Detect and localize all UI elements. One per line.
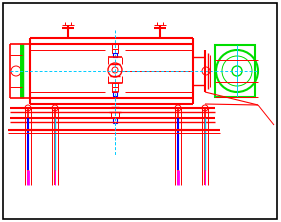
Bar	[113, 118, 117, 123]
Bar	[112, 49, 118, 53]
Bar	[113, 53, 117, 57]
Bar	[215, 45, 255, 97]
Bar	[112, 83, 118, 87]
Bar	[113, 92, 117, 96]
